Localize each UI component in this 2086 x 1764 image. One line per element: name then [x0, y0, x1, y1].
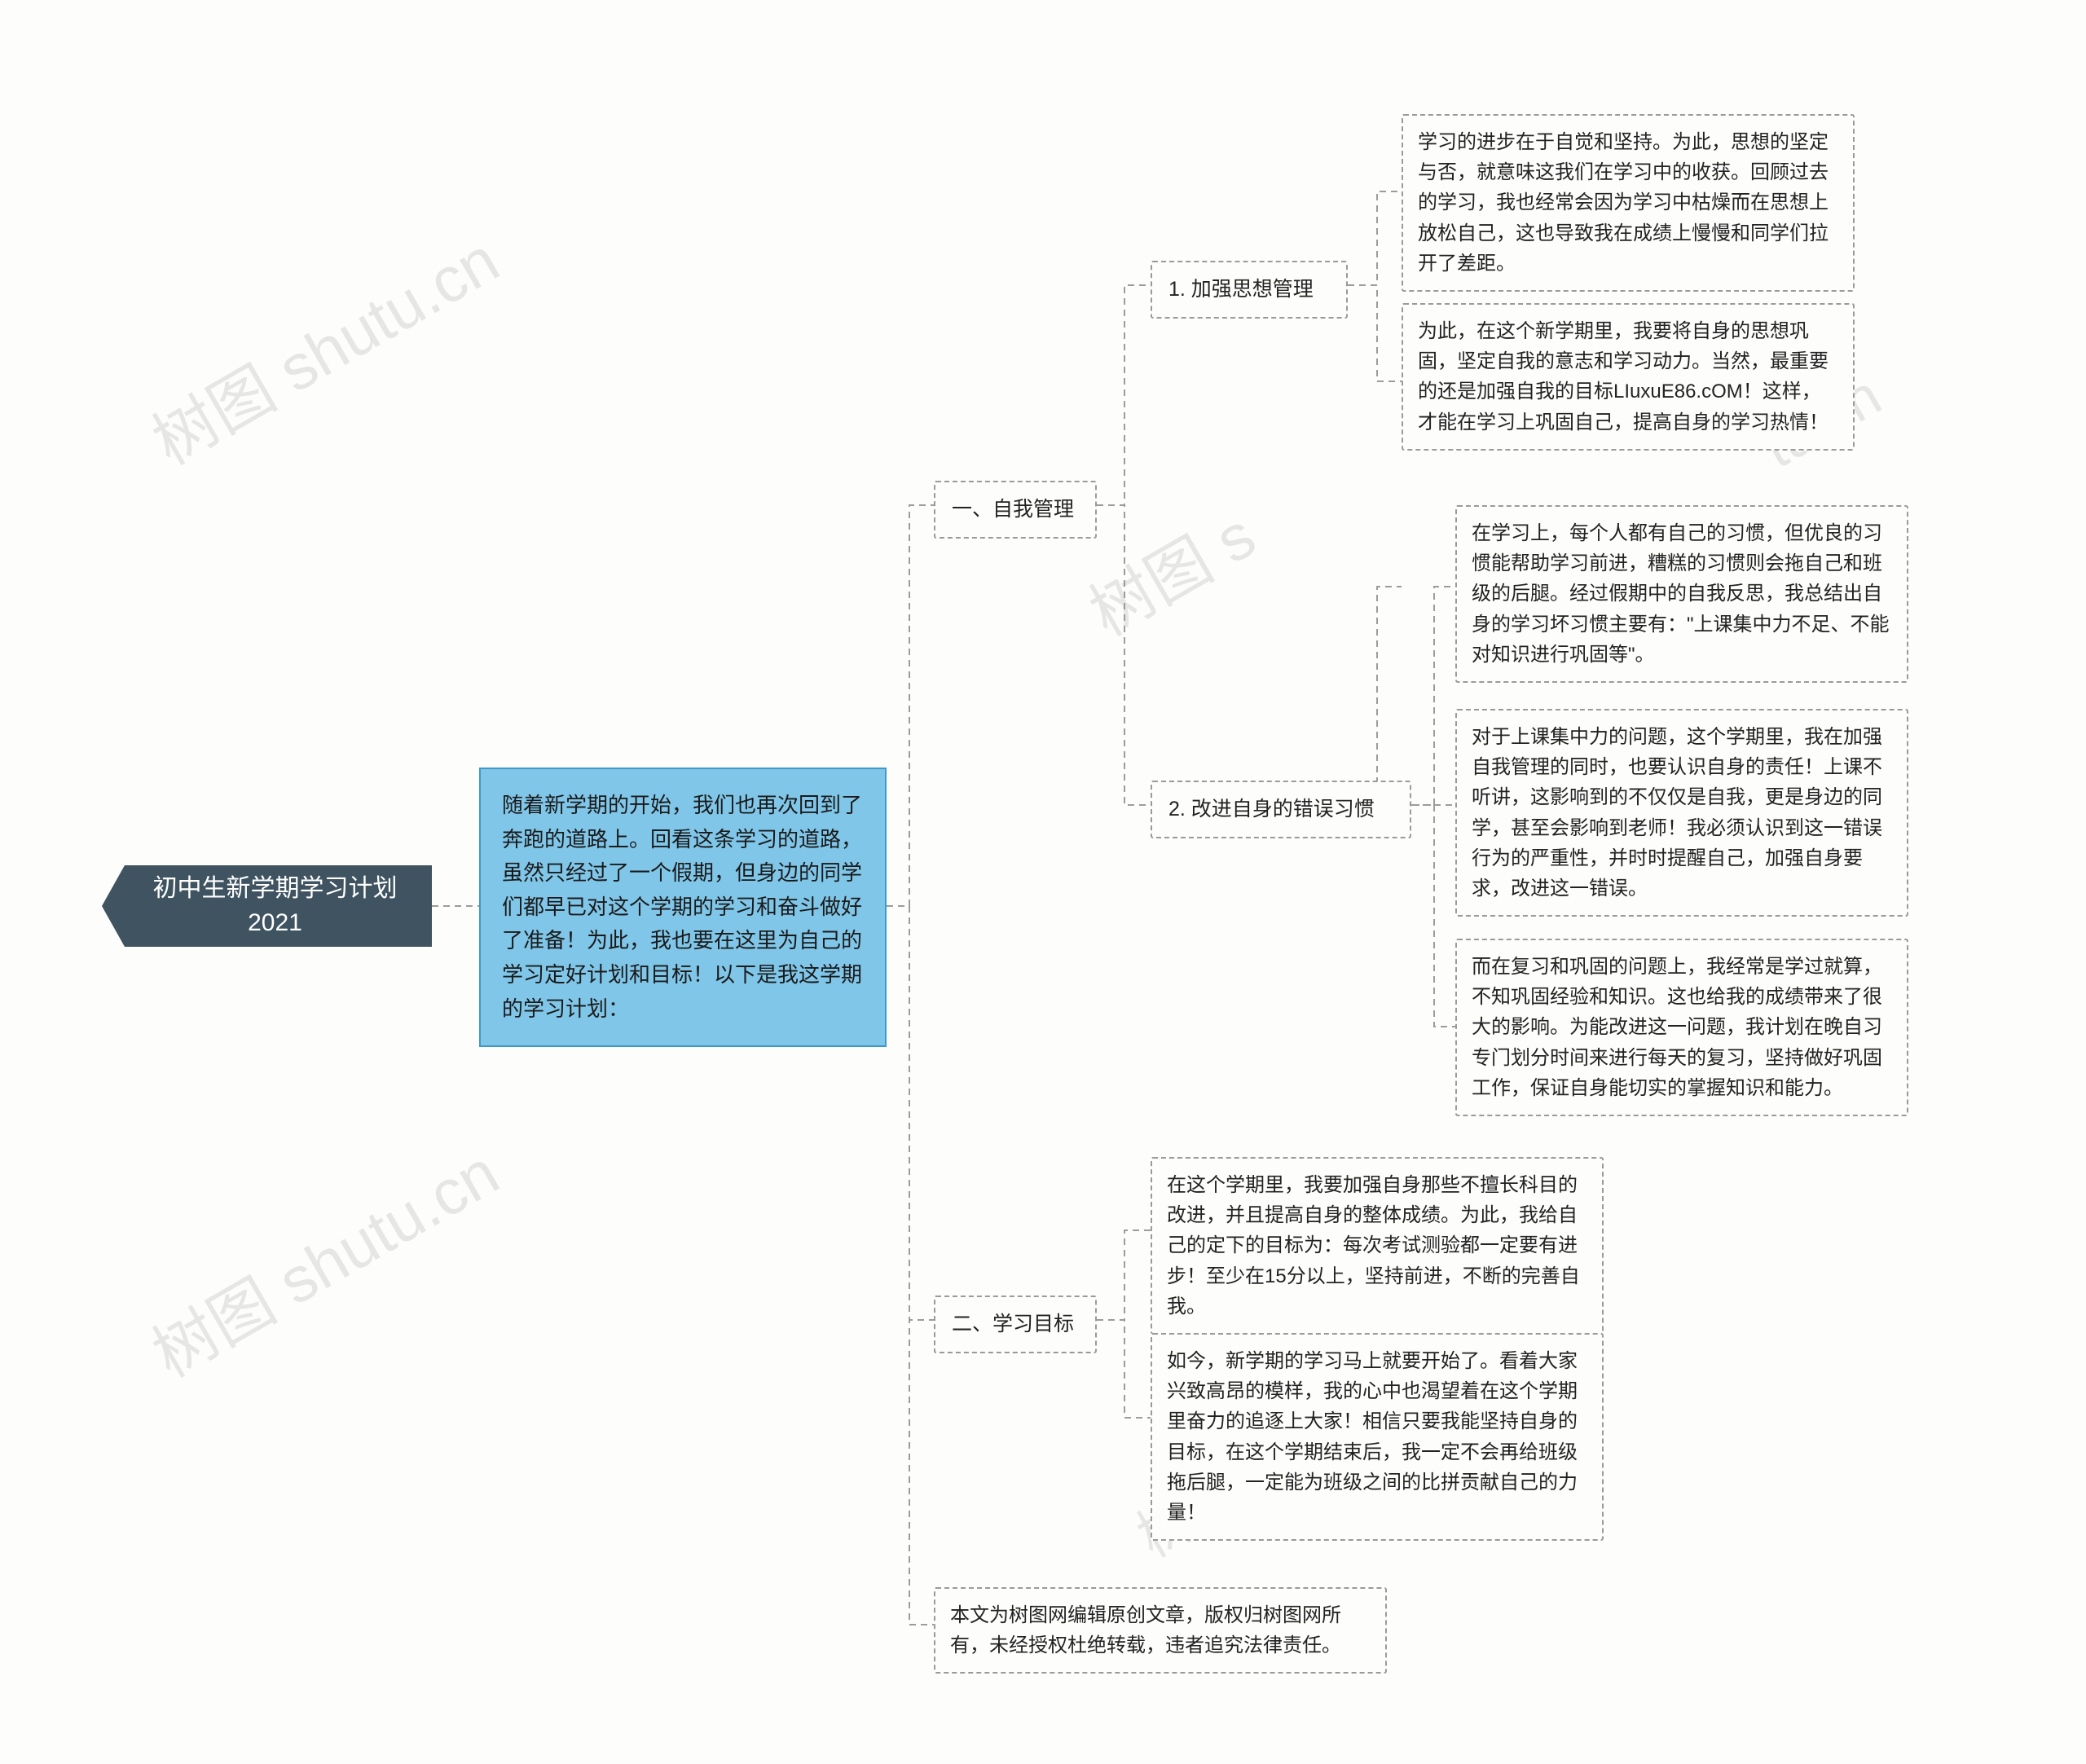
para-text: 如今，新学期的学习马上就要开始了。看着大家兴致高昂的模样，我的心中也渴望着在这个…: [1167, 1350, 1578, 1524]
section-2-para-1: 在这个学期里，我要加强自身那些不擅长科目的改进，并且提高自身的整体成绩。为此，我…: [1151, 1157, 1604, 1335]
root-title: 初中生新学期学习计划2021: [133, 872, 417, 940]
section-1-child-2-para-1: 在学习上，每个人都有自己的习惯，但优良的习惯能帮助学习前进，糟糕的习惯则会拖自己…: [1455, 505, 1908, 683]
footer-note: 本文为树图网编辑原创文章，版权归树图网所有，未经授权杜绝转载，违者追究法律责任。: [934, 1587, 1387, 1674]
para-text: 在学习上，每个人都有自己的习惯，但优良的习惯能帮助学习前进，糟糕的习惯则会拖自己…: [1472, 522, 1890, 666]
section-1-header: 一、自我管理: [934, 481, 1097, 539]
watermark: 树图 shutu.cn: [134, 1124, 513, 1395]
section-2-header: 二、学习目标: [934, 1296, 1097, 1353]
intro-text: 随着新学期的开始，我们也再次回到了奔跑的道路上。回看这条学习的道路，虽然只经过了…: [502, 793, 862, 1021]
intro-node: 随着新学期的开始，我们也再次回到了奔跑的道路上。回看这条学习的道路，虽然只经过了…: [479, 768, 887, 1047]
section-1-child-1-para-2: 为此，在这个新学期里，我要将自身的思想巩固，坚定自我的意志和学习动力。当然，最重…: [1402, 303, 1855, 451]
root-node: 初中生新学期学习计划2021: [102, 865, 432, 947]
para-text: 学习的进步在于自觉和坚持。为此，思想的坚定与否，就意味这我们在学习中的收获。回顾…: [1418, 131, 1829, 275]
section-2-title: 二、学习目标: [952, 1313, 1074, 1335]
watermark: 树图 shutu.cn: [134, 211, 513, 482]
section-1-child-2-para-2: 对于上课集中力的问题，这个学期里，我在加强自我管理的同时，也要认识自身的责任！上…: [1455, 709, 1908, 917]
para-text: 对于上课集中力的问题，这个学期里，我在加强自我管理的同时，也要认识自身的责任！上…: [1472, 726, 1882, 900]
para-text: 为此，在这个新学期里，我要将自身的思想巩固，坚定自我的意志和学习动力。当然，最重…: [1418, 320, 1829, 433]
section-1-child-1-para-1: 学习的进步在于自觉和坚持。为此，思想的坚定与否，就意味这我们在学习中的收获。回顾…: [1402, 114, 1855, 292]
para-text: 在这个学期里，我要加强自身那些不擅长科目的改进，并且提高自身的整体成绩。为此，我…: [1167, 1174, 1580, 1318]
mindmap-canvas: 树图 shutu.cn 树图 shutu.cn 树图 s 树图 shutu.cn…: [0, 0, 2086, 1764]
para-text: 而在复习和巩固的问题上，我经常是学过就算，不知巩固经验和知识。这也给我的成绩带来…: [1472, 956, 1882, 1099]
section-1-child-2-para-3: 而在复习和巩固的问题上，我经常是学过就算，不知巩固经验和知识。这也给我的成绩带来…: [1455, 939, 1908, 1116]
section-1-child-2-header: 2. 改进自身的错误习惯: [1151, 781, 1411, 838]
section-1-child-1-header: 1. 加强思想管理: [1151, 261, 1348, 319]
section-2-para-2: 如今，新学期的学习马上就要开始了。看着大家兴致高昂的模样，我的心中也渴望着在这个…: [1151, 1333, 1604, 1541]
section-1-title: 一、自我管理: [952, 498, 1074, 521]
footer-text: 本文为树图网编辑原创文章，版权归树图网所有，未经授权杜绝转载，违者追究法律责任。: [950, 1604, 1341, 1656]
section-1-child-1-title: 1. 加强思想管理: [1168, 278, 1314, 301]
watermark: 树图 s: [1071, 486, 1270, 653]
section-1-child-2-title: 2. 改进自身的错误习惯: [1168, 798, 1375, 820]
